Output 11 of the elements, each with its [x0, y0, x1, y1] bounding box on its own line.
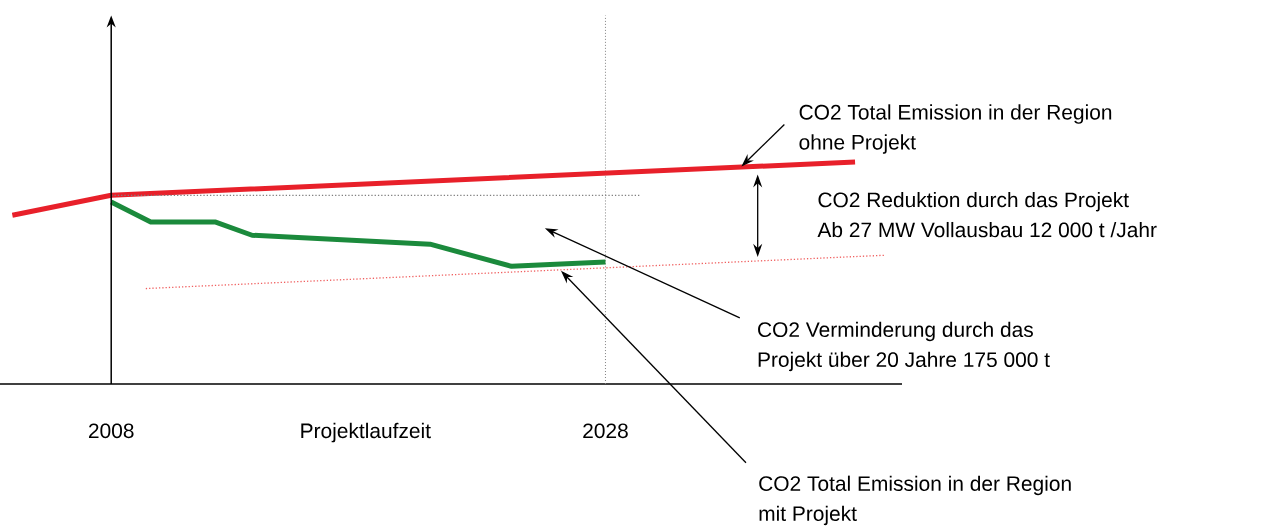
annotation: Projekt über 20 Jahre 175 000 t — [758, 351, 1050, 372]
text: ohne Projekt — [799, 134, 916, 154]
x-tick-label: 2008 — [88, 423, 134, 439]
annotation: CO2 Reduktion durch das Projekt — [818, 191, 1129, 212]
annotation: CO2 Total Emission in der Region — [799, 104, 1112, 124]
annotation: CO2 Verminderung durch das — [758, 321, 1033, 342]
text: mit Projekt — [759, 505, 857, 526]
x-tick-label: 2028 — [583, 423, 628, 439]
annotation: CO2 Total Emission in der Region — [759, 475, 1071, 496]
annotation: Ab 27 MW Vollausbau 12 000 t /Jahr — [817, 221, 1157, 238]
x-axis-title: Projektlaufzeit — [301, 422, 431, 443]
